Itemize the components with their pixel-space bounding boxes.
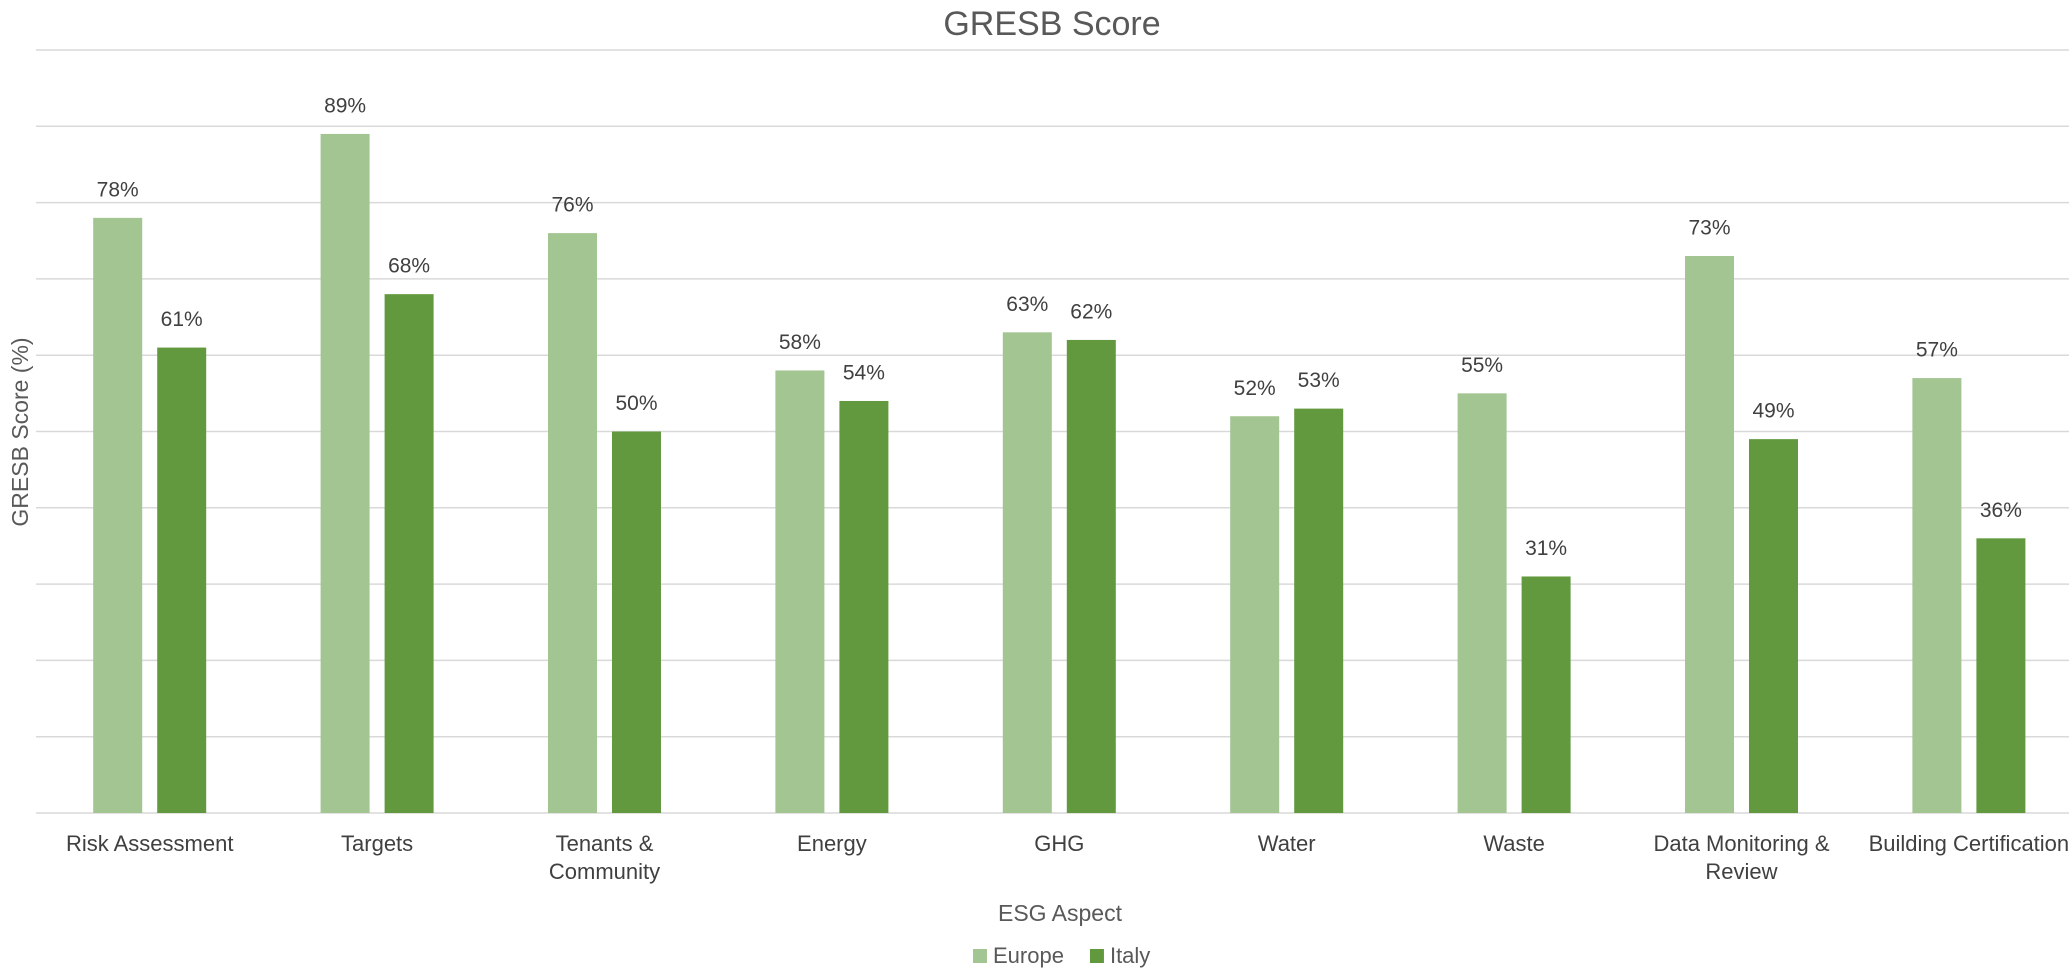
bar	[1294, 409, 1343, 813]
x-tick-label: Water	[1182, 830, 1392, 858]
data-label: 54%	[843, 362, 885, 385]
data-label: 50%	[615, 392, 657, 415]
legend-label: Europe	[993, 943, 1064, 968]
x-tick-label: Targets	[272, 830, 482, 858]
data-label: 89%	[324, 94, 366, 117]
bar	[612, 432, 661, 814]
bar	[775, 370, 824, 813]
x-tick-label: Building Certification	[1864, 830, 2069, 858]
bar	[1685, 256, 1734, 813]
data-label: 68%	[388, 255, 430, 278]
y-axis-title: GRESB Score (%)	[7, 337, 33, 526]
x-tick-label: Data Monitoring & Review	[1637, 830, 1847, 886]
x-tick-label: Energy	[727, 830, 937, 858]
x-axis-title: ESG Aspect	[998, 900, 1123, 926]
bar	[321, 134, 370, 813]
data-label: 61%	[161, 308, 203, 331]
data-label: 57%	[1916, 339, 1958, 362]
data-label: 36%	[1980, 499, 2022, 522]
data-label: 63%	[1006, 293, 1048, 316]
bar	[1458, 393, 1507, 813]
data-label: 78%	[97, 178, 139, 201]
bar	[93, 218, 142, 813]
bar	[1230, 416, 1279, 813]
chart-title: GRESB Score	[943, 5, 1160, 43]
data-label: 62%	[1070, 300, 1112, 323]
bar	[1749, 439, 1798, 813]
data-label: 55%	[1461, 354, 1503, 377]
legend-swatch	[1090, 949, 1104, 963]
bar	[548, 233, 597, 813]
bar	[1003, 332, 1052, 813]
chart: GRESB Score ESG Aspect GRESB Score (%) 7…	[0, 0, 2069, 968]
data-label: 52%	[1234, 377, 1276, 400]
data-label: 31%	[1525, 537, 1567, 560]
x-tick-label: Tenants & Community	[500, 830, 710, 886]
x-tick-label: Waste	[1409, 830, 1619, 858]
data-label: 76%	[551, 194, 593, 217]
bar	[1976, 538, 2025, 813]
bar	[1067, 340, 1116, 813]
legend-swatch	[973, 949, 987, 963]
data-label: 53%	[1298, 369, 1340, 392]
page: GRESB Score ESG Aspect GRESB Score (%) 7…	[0, 0, 2069, 968]
legend-label: Italy	[1110, 943, 1150, 968]
bar	[385, 294, 434, 813]
bar	[157, 348, 206, 813]
data-label: 49%	[1752, 400, 1794, 423]
data-label: 58%	[779, 331, 821, 354]
x-tick-label: Risk Assessment	[45, 830, 255, 858]
data-label: 73%	[1688, 217, 1730, 240]
x-tick-label: GHG	[954, 830, 1164, 858]
bar	[1522, 576, 1571, 813]
bar	[1912, 378, 1961, 813]
bar	[839, 401, 888, 813]
